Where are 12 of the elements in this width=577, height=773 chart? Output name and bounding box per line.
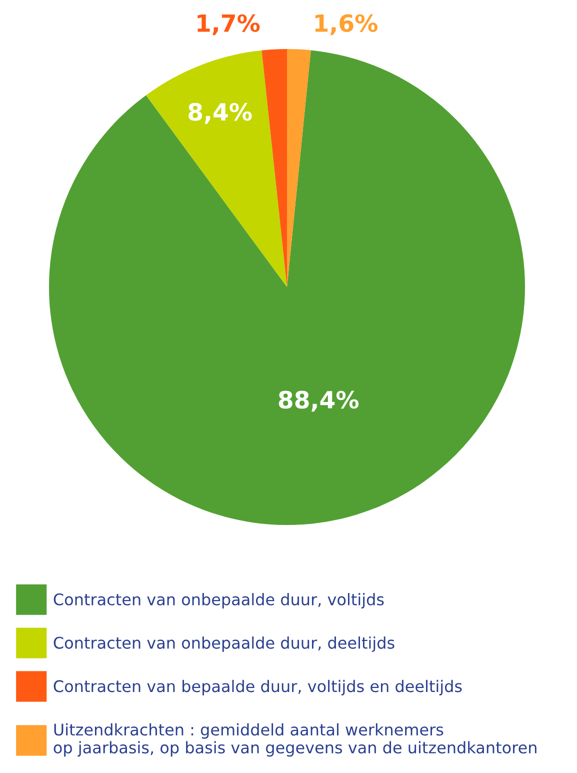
legend-label: Contracten van bepaalde duur, voltijds en deeltijds [54,680,462,696]
data-label: 1,7% [198,14,260,36]
data-label: 1,6% [315,14,378,36]
legend-label: Uitzendkrachten : gemiddeld aantal werknemers op jaarbasis, op basis van gegevens van de uitzendkantoren [54,723,536,757]
legend-label: Contracten van onbepaalde duur, deeltijds [54,636,394,652]
pie-slice [287,49,311,287]
pie-slice [49,50,525,525]
data-label: 8,4% [188,102,252,124]
pie-slice [262,49,287,287]
data-label: 88,4% [278,390,359,412]
legend-label: Contracten van onbepaalde duur, voltijds [54,593,384,609]
pie-slice [146,50,287,287]
